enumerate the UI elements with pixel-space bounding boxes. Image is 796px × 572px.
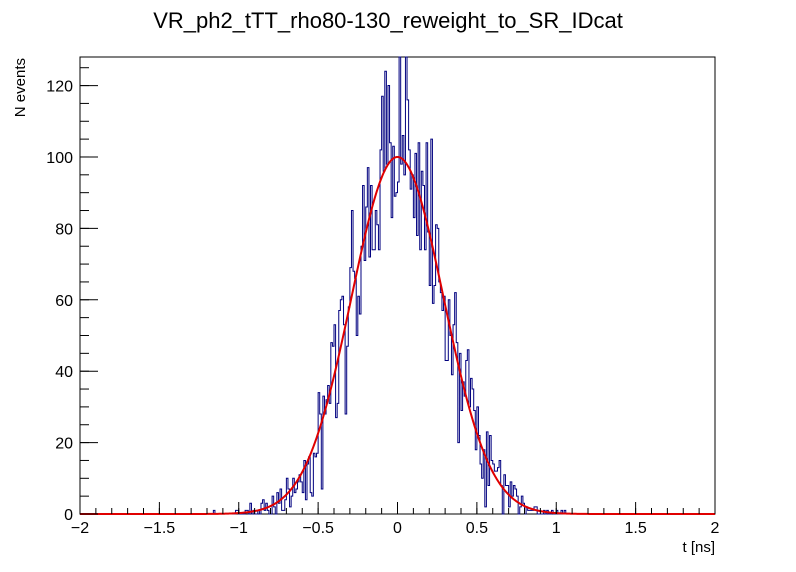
- x-tick-label: −1.5: [144, 520, 176, 537]
- y-tick-label: 80: [55, 221, 73, 238]
- plot-border: [79, 56, 716, 515]
- chart-title: VR_ph2_tTT_rho80-130_reweight_to_SR_IDca…: [153, 8, 623, 33]
- y-tick-label: 0: [64, 507, 73, 524]
- x-tick-label: 0: [393, 520, 402, 537]
- histogram-series: [80, 56, 715, 515]
- y-tick-label: 60: [55, 293, 73, 310]
- x-tick-label: −1: [230, 520, 248, 537]
- fit-layer: [80, 155, 715, 515]
- plot-frame: [79, 56, 716, 515]
- x-tick-label: 1: [552, 520, 561, 537]
- y-tick-label: 40: [55, 364, 73, 381]
- y-tick-label: 20: [55, 436, 73, 453]
- x-tick-label: 2: [711, 520, 720, 537]
- histogram-layer: [80, 56, 715, 515]
- fit-curve: [80, 155, 715, 515]
- x-tick-label: 1.5: [625, 520, 647, 537]
- y-tick-label: 120: [46, 79, 73, 96]
- y-axis-label: N events: [12, 58, 29, 117]
- x-axis-label: t [ns]: [682, 539, 715, 556]
- x-tick-label: −0.5: [302, 520, 334, 537]
- y-tick-label: 100: [46, 150, 73, 167]
- x-tick-label: −2: [71, 520, 89, 537]
- x-tick-label: 0.5: [466, 520, 488, 537]
